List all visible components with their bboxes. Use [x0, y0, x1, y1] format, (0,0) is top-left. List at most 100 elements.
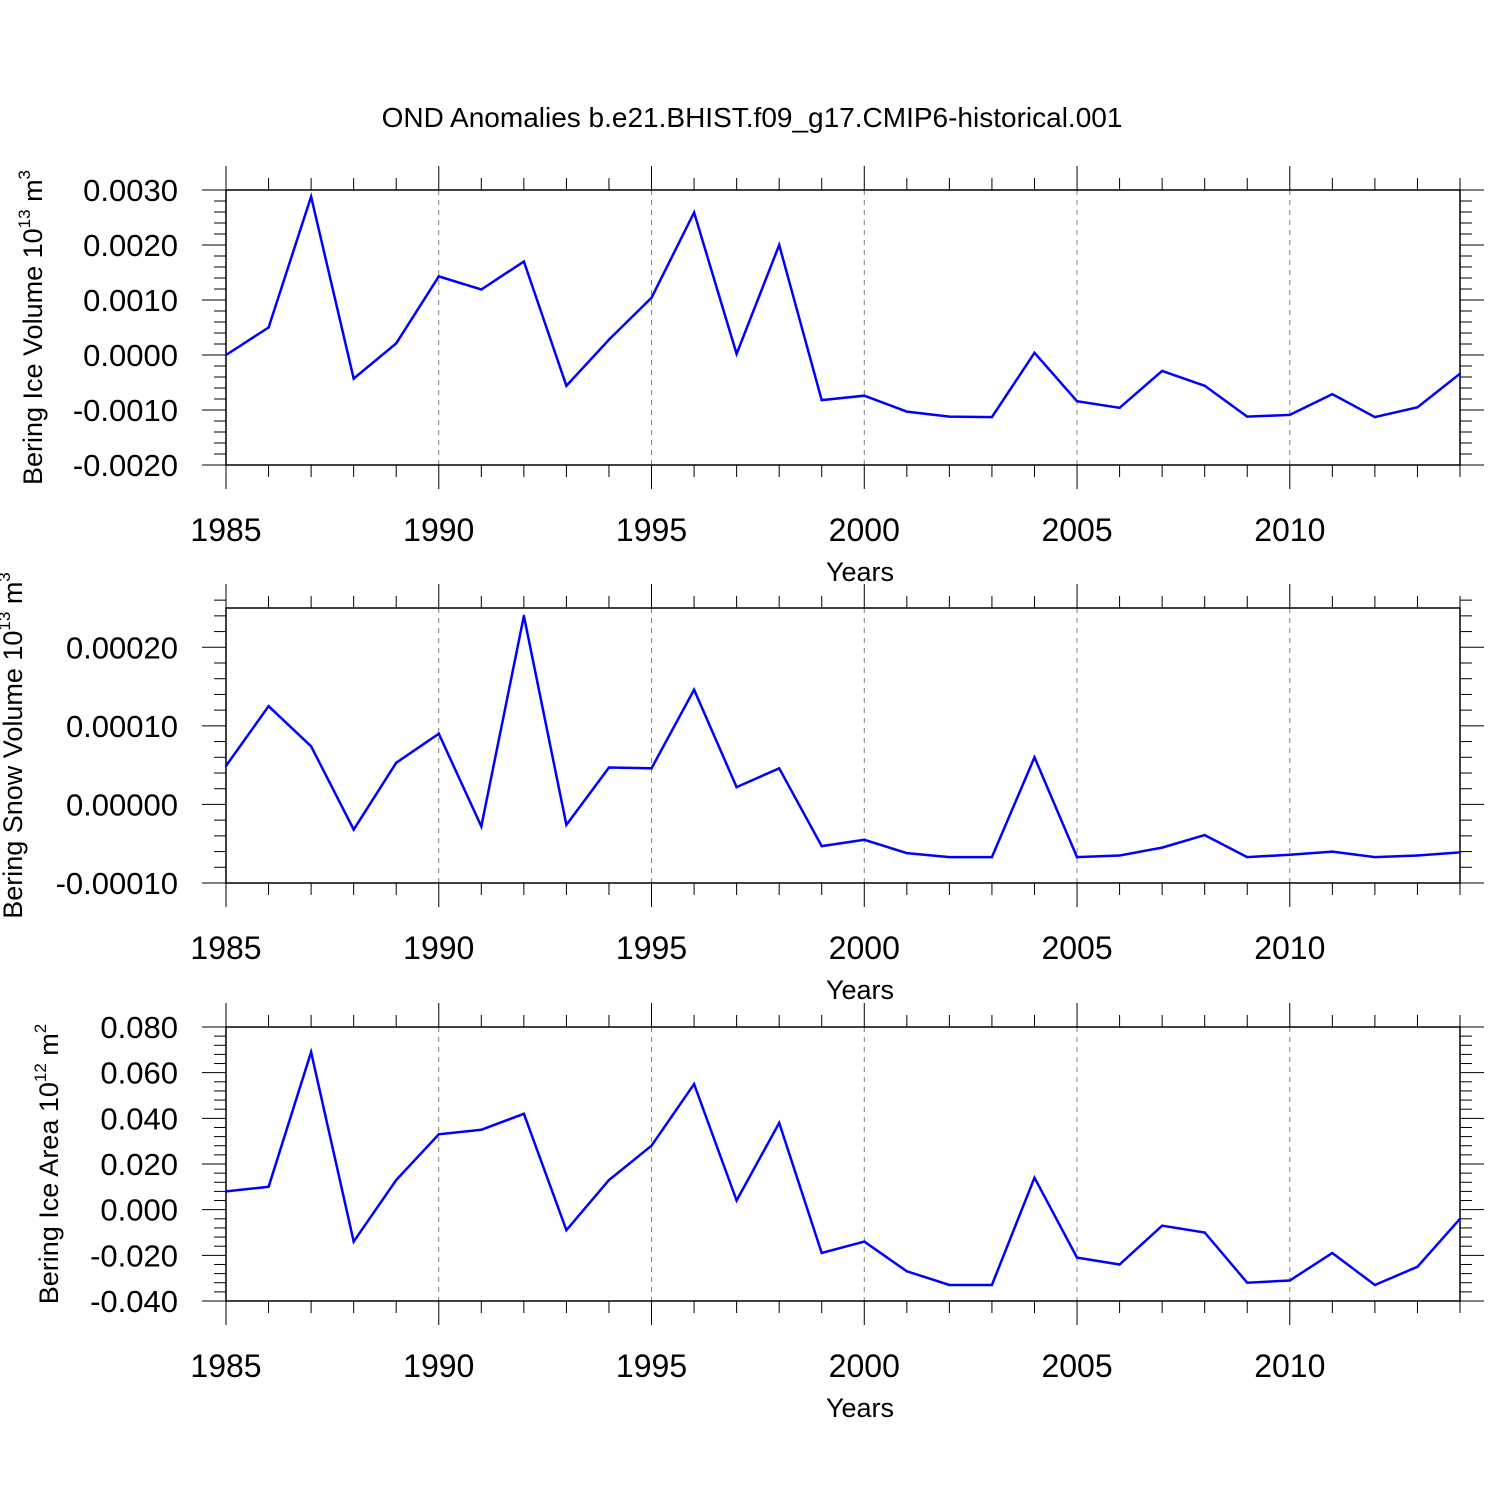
chart-title: OND Anomalies b.e21.BHIST.f09_g17.CMIP6-… [382, 102, 1123, 133]
data-point [650, 296, 653, 299]
data-point [735, 785, 738, 789]
data-point [735, 1199, 738, 1202]
y-axis-label: Bering Snow Volume 1013 m3 [0, 572, 28, 919]
x-tick-label: 2005 [1041, 512, 1112, 548]
y-axis-label-superscript: 2 [31, 1024, 50, 1033]
data-point [395, 761, 398, 764]
data-point [1373, 1283, 1377, 1287]
data-point [309, 1050, 313, 1054]
data-point [309, 745, 313, 748]
y-tick-label: -0.020 [90, 1238, 178, 1273]
data-point [522, 260, 526, 263]
data-point [1160, 846, 1164, 849]
data-point [1075, 400, 1079, 403]
data-point [437, 275, 440, 278]
data-point [1373, 855, 1377, 859]
y-axis-label-part: Bering Ice Volume 10 [18, 228, 48, 485]
data-point [437, 732, 440, 735]
data-point [1416, 406, 1419, 409]
data-point [267, 326, 270, 329]
data-point [777, 243, 781, 247]
y-axis-label-part: Bering Ice Area 10 [34, 1082, 64, 1304]
data-point [692, 688, 696, 691]
data-point [1373, 415, 1377, 419]
x-tick-label: 1995 [616, 512, 687, 548]
y-axis-label: Bering Ice Area 1012 m2 [31, 1024, 64, 1305]
data-point [948, 1283, 951, 1287]
data-point [1288, 413, 1291, 417]
data-point [990, 855, 994, 859]
data-point [863, 1240, 866, 1243]
x-axis-label: Years [826, 557, 894, 587]
data-point [1118, 854, 1121, 857]
x-tick-label: 1990 [403, 1348, 474, 1384]
x-tick-label: 1990 [403, 512, 474, 548]
x-axis-label: Years [826, 1393, 894, 1423]
data-point [777, 767, 781, 770]
y-axis-label-part: m [34, 1033, 64, 1063]
plot-frame [225, 607, 1461, 884]
data-point [437, 1133, 440, 1136]
data-point [692, 211, 696, 214]
y-tick-label: 0.000 [100, 1193, 178, 1228]
y-axis-label-part: Bering Snow Volume 10 [0, 631, 28, 919]
y-axis-label: Bering Ice Volume 1013 m3 [15, 170, 48, 485]
data-point [948, 855, 951, 859]
data-point [1203, 1231, 1206, 1234]
panel-ice-area: 0.080 0.060 0.040 0.020 0.000 -0.020 -0.040 198… [31, 1003, 1484, 1423]
data-point [224, 1190, 228, 1193]
data-point [650, 767, 653, 770]
data-point [1246, 415, 1249, 418]
data-point [1033, 756, 1036, 759]
y-tick-label: 0.060 [100, 1056, 178, 1091]
data-point [1246, 1281, 1249, 1284]
y-axis-label-part: m [0, 582, 28, 612]
data-point [565, 384, 568, 387]
data-point [352, 828, 355, 831]
data-point [1458, 1217, 1462, 1221]
data-point [863, 838, 866, 841]
data-point [309, 195, 313, 198]
data-point [990, 1283, 994, 1287]
data-point [607, 338, 611, 341]
data-point [905, 410, 909, 413]
y-tick-label: 0.00000 [66, 787, 178, 822]
data-point [1458, 372, 1462, 375]
data-point [1203, 833, 1206, 837]
data-point [1118, 406, 1121, 409]
data-point [777, 1121, 781, 1125]
data-point [607, 1178, 611, 1182]
y-tick-label: 0.0030 [83, 173, 178, 208]
x-tick-label: 2005 [1041, 930, 1112, 966]
data-point [1160, 369, 1164, 373]
y-tick-label: 0.00010 [66, 709, 178, 744]
data-point [480, 825, 483, 828]
data-point [1416, 1265, 1419, 1268]
x-axis-label: Years [826, 975, 894, 1005]
data-point [1160, 1224, 1164, 1227]
data-point [1203, 384, 1206, 387]
y-tick-label: 0.0020 [83, 228, 178, 263]
data-point [1331, 392, 1334, 396]
y-axis-label-superscript: 12 [31, 1063, 50, 1082]
panel-snow-volume: 0.00020 0.00010 0.00000 -0.00010 1985 1990 199… [0, 572, 1484, 1005]
data-point [1246, 855, 1249, 859]
y-tick-label: -0.040 [90, 1284, 178, 1319]
data-point [267, 1185, 270, 1189]
x-tick-label: 1995 [616, 1348, 687, 1384]
series-line [225, 191, 1461, 419]
data-point [522, 1112, 526, 1115]
data-point [352, 1240, 355, 1243]
data-point [820, 844, 823, 848]
x-tick-label: 1990 [403, 930, 474, 966]
y-tick-label: 0.020 [100, 1147, 178, 1182]
y-axis-label-superscript: 13 [15, 209, 34, 228]
data-point [820, 398, 823, 402]
data-point [1288, 853, 1291, 856]
data-point [565, 1229, 568, 1232]
y-axis-label-superscript: 3 [0, 572, 14, 581]
data-point [735, 352, 738, 356]
data-point [1288, 1279, 1291, 1282]
x-tick-label: 2010 [1254, 930, 1325, 966]
